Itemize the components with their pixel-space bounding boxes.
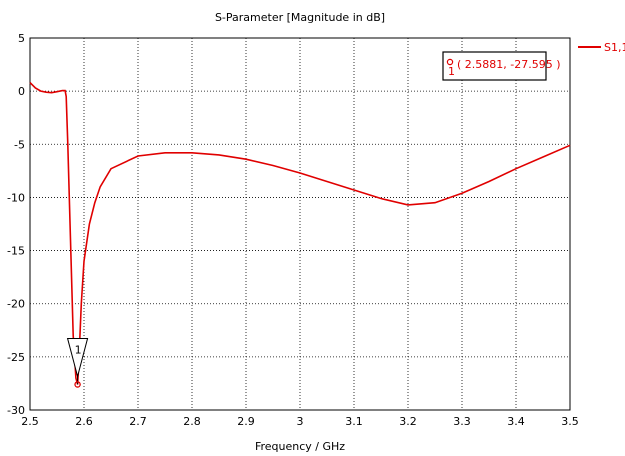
- y-tick-label: -20: [7, 298, 25, 311]
- x-tick-label: 2.9: [237, 415, 255, 428]
- marker-readout-index: 1: [448, 65, 455, 78]
- grid-lines: [30, 38, 570, 410]
- x-tick-label: 3.4: [507, 415, 525, 428]
- x-tick-label: 2.7: [129, 415, 147, 428]
- y-tick-label: 5: [18, 32, 25, 45]
- marker-readout-text: ( 2.5881, -27.595 ): [457, 58, 561, 71]
- x-tick-labels: 2.5 2.6 2.7 2.8 2.9 3 3.1 3.2 3.3 3.4 3.5: [21, 415, 579, 428]
- x-axis-label: Frequency / GHz: [255, 440, 345, 453]
- marker-readout-box: 1 ( 2.5881, -27.595 ): [442, 51, 561, 81]
- y-tick-label: -10: [7, 191, 25, 204]
- y-tick-label: -15: [7, 245, 25, 258]
- x-tick-label: 3.1: [345, 415, 363, 428]
- y-tick-label: 0: [18, 85, 25, 98]
- series-lines: [29, 82, 571, 385]
- y-tick-label: -5: [14, 138, 25, 151]
- marker-readout-frame: [442, 51, 547, 81]
- marker-readout-icon: [446, 58, 454, 66]
- markers: 1: [66, 337, 89, 388]
- x-tick-label: 2.5: [21, 415, 39, 428]
- x-tick-label: 2.6: [75, 415, 93, 428]
- x-tick-label: 3.2: [399, 415, 417, 428]
- y-tick-label: -30: [7, 404, 25, 417]
- legend[interactable]: S1,1: [578, 41, 625, 54]
- x-tick-label: 3.5: [561, 415, 579, 428]
- y-tick-label: -25: [7, 351, 25, 364]
- y-tick-labels: 5 0 -5 -10 -15 -20 -25 -30: [7, 32, 25, 417]
- marker-triangle[interactable]: [66, 337, 89, 379]
- legend-label-s11: S1,1: [604, 41, 625, 54]
- x-tick-label: 3.3: [453, 415, 471, 428]
- chart-title: S-Parameter [Magnitude in dB]: [215, 11, 385, 24]
- marker-point[interactable]: [74, 381, 81, 388]
- series-line-s11: [29, 82, 571, 385]
- x-tick-label: 2.8: [183, 415, 201, 428]
- x-tick-label: 3: [297, 415, 304, 428]
- marker-label: 1: [75, 343, 82, 356]
